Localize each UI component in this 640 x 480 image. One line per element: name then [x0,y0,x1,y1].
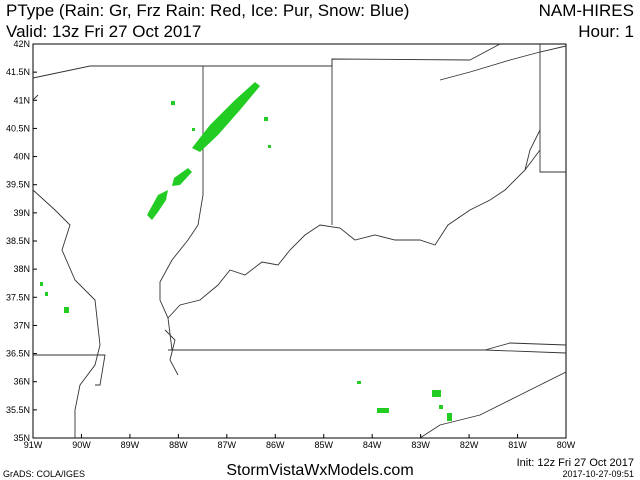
lon-label: 83W [411,440,430,450]
rain-cell [64,307,69,313]
valid-time: Valid: 13z Fri 27 Oct 2017 [6,22,201,41]
rain-cell [171,101,175,105]
lat-label: 36.5N [6,349,30,359]
credit: GrADS: COLA/IGES [3,469,85,479]
border [419,371,567,439]
rain-cell [45,292,48,296]
lon-label: 88W [169,440,188,450]
axis-labels: 42N 41.5N 41N 40.5N 40N 39.5N 39N 38.5N 38N 37.5N… [6,39,576,450]
lon-label: 86W [266,440,285,450]
model-name: NAM-HIRES [539,1,634,20]
border [32,58,471,79]
shoreline [439,45,567,81]
lat-label: 38N [13,264,30,274]
lon-label: 87W [218,440,237,450]
river [164,329,179,376]
rain-area [172,168,192,186]
lat-label: 40N [13,152,30,162]
river [167,149,541,319]
lat-label: 37.5N [6,292,30,302]
lat-label: 37N [13,320,30,330]
lon-label: 91W [24,440,43,450]
lat-label: 42N [13,39,30,49]
border [159,66,204,351]
lat-label: 41N [13,95,30,105]
border [539,44,566,173]
lat-label: 39.5N [6,180,30,190]
lon-label: 81W [508,440,527,450]
lon-label: 84W [363,440,382,450]
border [33,354,106,386]
lon-label: 82W [460,440,479,450]
lat-label: 40.5N [6,123,30,133]
border [484,342,567,351]
lon-label: 90W [72,440,91,450]
lat-label: 38.5N [6,236,30,246]
shoreline [469,43,501,61]
lat-label: 35N [13,433,30,443]
river [32,189,101,438]
lon-label: 80W [557,440,576,450]
lon-label: 89W [121,440,140,450]
rain-area [192,82,260,152]
rain-cell [447,413,452,421]
border [524,129,541,171]
rain-cell [264,117,268,121]
forecast-hour: Hour: 1 [578,22,634,41]
rain-cell [192,128,195,131]
timestamp: 2017-10-27-09:51 [562,469,634,479]
rain-cell [377,408,389,413]
map [32,43,567,439]
border [32,94,39,101]
rain-cell [439,405,443,409]
lat-label: 41.5N [6,67,30,77]
precip-rain [40,82,452,421]
init-time: Init: 12z Fri 27 Oct 2017 [517,457,634,469]
map-title: PType (Rain: Gr, Frz Rain: Red, Ice: Pur… [6,1,409,20]
rain-cell [40,282,43,286]
rain-cell [357,381,361,384]
rain-cell [432,390,441,397]
lon-label: 85W [314,440,333,450]
lat-label: 39N [13,208,30,218]
rain-cell [268,145,271,148]
rain-area [147,190,168,220]
lat-label: 36N [13,377,30,387]
boundaries [32,43,567,439]
website: StormVistaWxModels.com [226,462,413,479]
lat-label: 35.5N [6,405,30,415]
